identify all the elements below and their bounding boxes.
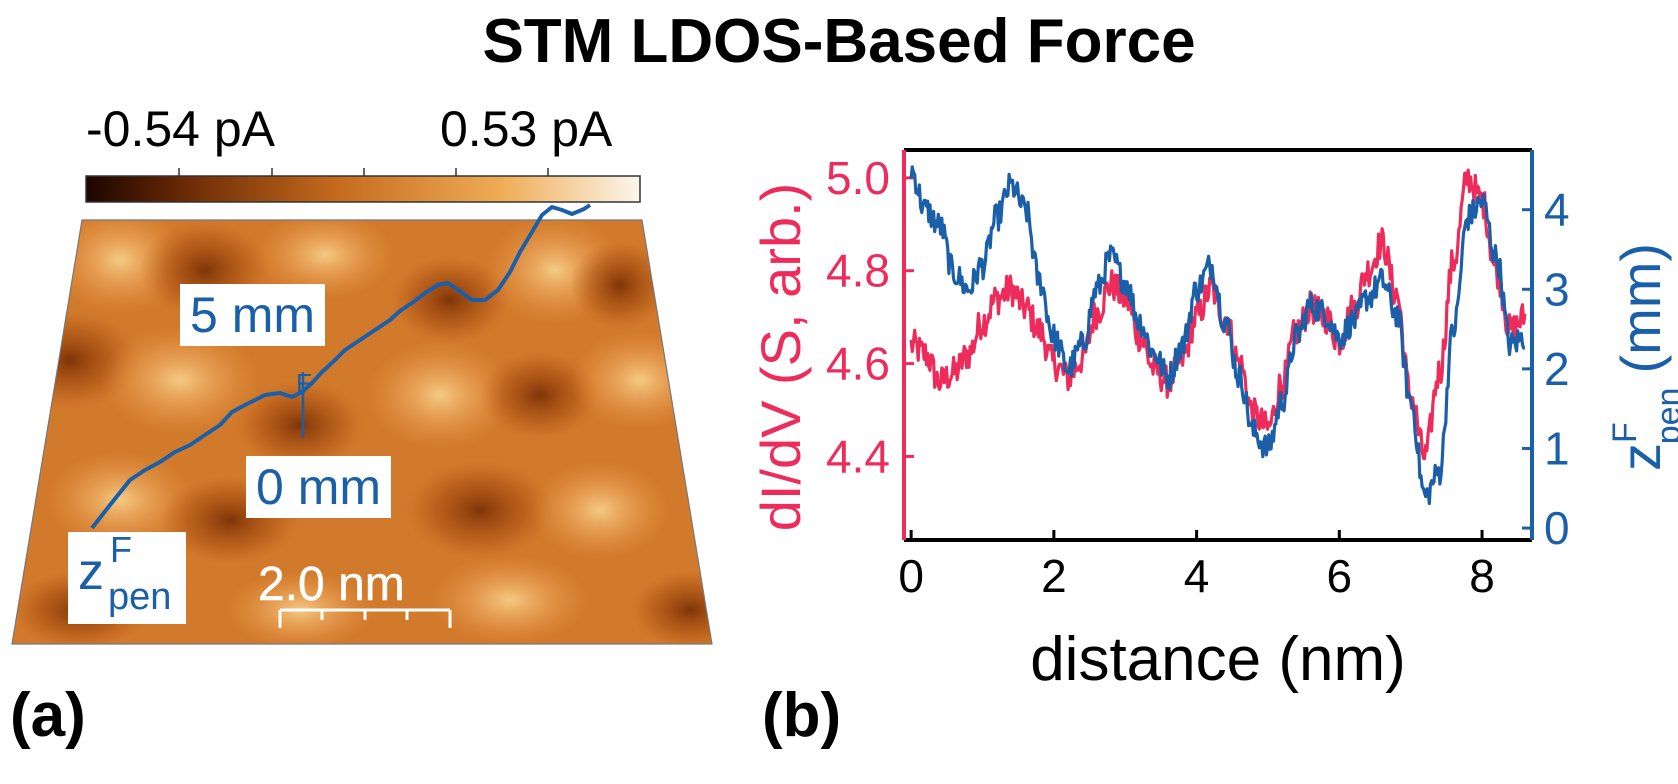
zpen-symbol-sup: F xyxy=(110,529,132,570)
x-tick-label: 2 xyxy=(1041,550,1067,602)
zpen-symbol-sub: pen xyxy=(108,576,172,618)
left-y-tick-label: 5.0 xyxy=(826,152,890,204)
x-tick-label: 6 xyxy=(1327,550,1353,602)
right-y-tick-label: 3 xyxy=(1544,263,1570,315)
chart-lines xyxy=(909,165,1527,506)
trace-bottom-label: 0 mm xyxy=(246,456,391,518)
line-chart: 0 2 4 6 8 4.4 4.6 4.8 5.0 0 1 2 3 4 distance (nm) dI/… xyxy=(749,148,1678,694)
left-y-tick-label: 4.4 xyxy=(826,430,890,482)
colorbar-ticks xyxy=(178,168,549,176)
zpen-trace-on-image xyxy=(90,203,592,530)
colorbar-min-label: -0.54 pA xyxy=(86,101,276,157)
x-tick-label: 4 xyxy=(1184,550,1210,602)
scale-bar-label: 2.0 nm xyxy=(258,558,405,611)
right-y-tick-label: 1 xyxy=(1544,422,1570,474)
series-line-zpen xyxy=(909,165,1526,506)
figure-title: STM LDOS-Based Force xyxy=(482,7,1196,76)
colorbar-max-label: 0.53 pA xyxy=(440,101,613,157)
zpen-symbol-base: z xyxy=(78,543,104,601)
x-tick-label: 0 xyxy=(898,550,924,602)
left-y-tick-label: 4.6 xyxy=(826,338,890,390)
x-axis-label: distance (nm) xyxy=(1030,625,1406,694)
zpen-symbol-label: z F pen xyxy=(68,532,186,624)
chart-frame xyxy=(902,148,1534,542)
right-y-axis-label: zF pen (mm) xyxy=(1606,243,1678,471)
left-y-axis-label: dI/dV (S, arb.) xyxy=(749,183,812,532)
right-y-tick-label: 4 xyxy=(1544,184,1570,236)
scale-bar xyxy=(278,608,452,628)
left-y-tick-label: 4.8 xyxy=(826,245,890,297)
series-line-didv xyxy=(909,168,1527,461)
trace-top-label: 5 mm xyxy=(180,284,325,346)
panel-a-label: (a) xyxy=(10,681,86,750)
right-y-tick-label: 2 xyxy=(1544,343,1570,395)
right-y-label-unit: (mm) xyxy=(1609,243,1672,374)
x-tick-label: 8 xyxy=(1469,550,1495,602)
right-y-tick-label: 0 xyxy=(1544,502,1570,554)
right-y-label-sub: pen xyxy=(1650,388,1678,445)
right-y-label-sup: F xyxy=(1606,422,1644,443)
colorbar xyxy=(85,175,641,203)
chart-ticks: 0 2 4 6 8 4.4 4.6 4.8 5.0 0 1 2 3 4 xyxy=(826,152,1570,602)
right-y-label-base: z xyxy=(1609,443,1672,471)
panel-b-label: (b) xyxy=(762,681,842,750)
